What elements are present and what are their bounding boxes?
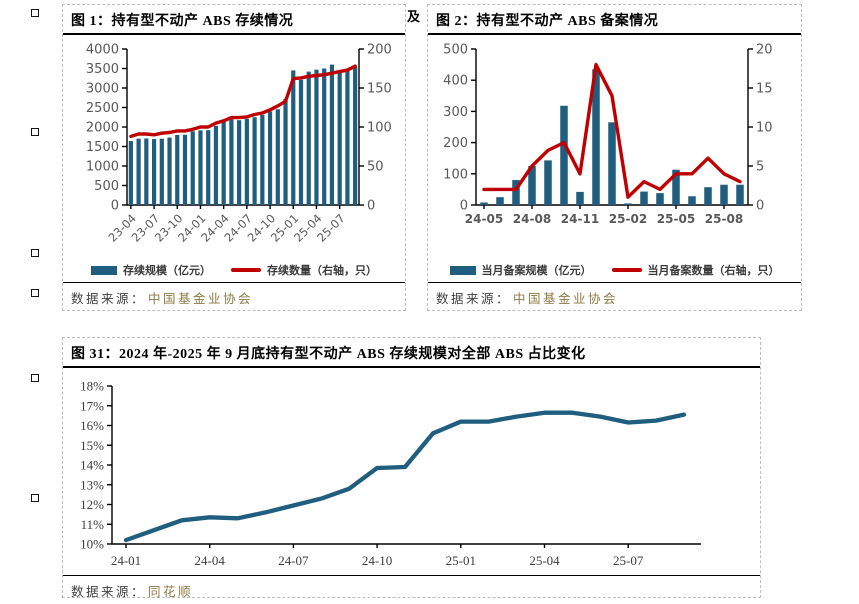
anchor-marker-icon — [31, 374, 39, 382]
svg-text:3500: 3500 — [86, 62, 119, 77]
figure-2-panel: 图 2：持有型不动产 ABS 备案情况 0 100 200 300 400 500 0 5 10… — [427, 4, 802, 311]
svg-text:15%: 15% — [80, 438, 104, 453]
svg-text:20: 20 — [756, 43, 773, 58]
svg-text:24-05: 24-05 — [465, 212, 503, 226]
svg-text:2500: 2500 — [86, 101, 119, 116]
svg-text:11%: 11% — [81, 517, 105, 532]
svg-text:0: 0 — [111, 199, 119, 214]
anchor-marker-icon — [31, 494, 39, 502]
bar-legend-label: 存续规模（亿元） — [123, 265, 211, 277]
figure-1-panel: 图 1：持有型不动产 ABS 存续情况 0 500 1000 1500 2000 2500… — [62, 4, 406, 311]
source-prefix: 数据来源： — [71, 585, 147, 599]
svg-text:200: 200 — [443, 136, 468, 151]
line-legend-swatch-icon — [611, 268, 642, 272]
source-prefix: 数据来源： — [71, 292, 147, 306]
svg-text:13%: 13% — [80, 477, 104, 492]
anchor-marker-icon — [31, 9, 39, 17]
svg-text:4000: 4000 — [86, 43, 119, 58]
svg-text:0: 0 — [367, 199, 375, 214]
figure-31-source: 数据来源： 同花顺 — [63, 575, 760, 604]
figure-2-source: 数据来源： 中国基金业协会 — [428, 282, 801, 312]
figure-1-source: 数据来源： 中国基金业协会 — [63, 282, 405, 312]
svg-text:0: 0 — [756, 199, 764, 214]
line-legend-label: 存续数量（右轴，只） — [267, 265, 377, 277]
svg-text:25-08: 25-08 — [705, 212, 743, 226]
figure-2-title: 图 2：持有型不动产 ABS 备案情况 — [428, 5, 801, 35]
svg-text:15: 15 — [756, 82, 773, 97]
bar-legend-label: 当月备案规模（亿元） — [481, 265, 592, 277]
figure-1-chart: 0 500 1000 1500 2000 2500 3000 3500 4000 0 50 100 15… — [63, 35, 405, 258]
figure-31-chart: 10% 11% 12% 13% 14% 15% 16% 17% 18% 24-01 24-04 24-… — [63, 368, 760, 575]
line-legend-label: 当月备案数量（右轴，只） — [647, 265, 780, 277]
svg-text:25-02: 25-02 — [609, 212, 647, 226]
svg-text:300: 300 — [443, 105, 468, 120]
svg-text:14%: 14% — [80, 458, 104, 473]
svg-text:0: 0 — [460, 199, 468, 214]
connector-text: 及 — [407, 9, 421, 24]
svg-text:3000: 3000 — [86, 82, 119, 97]
svg-text:17%: 17% — [80, 398, 104, 413]
svg-text:24-11: 24-11 — [561, 212, 599, 226]
source-prefix: 数据来源： — [436, 292, 512, 306]
svg-text:24-04: 24-04 — [195, 553, 226, 568]
svg-text:10%: 10% — [80, 537, 104, 552]
svg-text:50: 50 — [367, 160, 384, 175]
svg-text:24-07: 24-07 — [278, 553, 309, 568]
bar-legend-swatch-icon — [91, 265, 117, 275]
svg-text:100: 100 — [367, 121, 392, 136]
svg-text:200: 200 — [367, 43, 392, 58]
line-legend-swatch-icon — [231, 268, 261, 272]
svg-text:2000: 2000 — [86, 121, 119, 136]
svg-text:24-01: 24-01 — [111, 553, 141, 568]
svg-text:400: 400 — [443, 74, 468, 89]
source-name: 中国基金业协会 — [513, 292, 619, 306]
bar-legend-swatch-icon — [449, 265, 476, 275]
svg-text:1000: 1000 — [86, 160, 119, 175]
anchor-marker-icon — [31, 289, 39, 297]
source-name: 同花顺 — [148, 585, 194, 599]
svg-text:24-08: 24-08 — [513, 212, 551, 226]
figure-2-chart: 0 100 200 300 400 500 0 5 10 15 20 24-05 24-08 24-11 2… — [428, 35, 801, 258]
source-name: 中国基金业协会 — [148, 292, 254, 306]
anchor-marker-icon — [31, 249, 39, 257]
svg-text:500: 500 — [94, 179, 119, 194]
svg-text:25-04: 25-04 — [529, 553, 560, 568]
svg-text:25-05: 25-05 — [657, 212, 695, 226]
figure-1-legend: 存续规模（亿元） 存续数量（右轴，只） — [63, 258, 405, 282]
svg-text:5: 5 — [756, 160, 764, 175]
figure-31-title: 图 31：2024 年-2025 年 9 月底持有型不动产 ABS 存续规模对全… — [63, 338, 760, 368]
figure-1-title: 图 1：持有型不动产 ABS 存续情况 — [63, 5, 405, 35]
svg-text:24-10: 24-10 — [362, 553, 392, 568]
anchor-marker-icon — [31, 128, 39, 136]
svg-text:150: 150 — [367, 82, 392, 97]
svg-text:10: 10 — [756, 121, 773, 136]
svg-text:18%: 18% — [80, 379, 104, 394]
figure-2-legend: 当月备案规模（亿元） 当月备案数量（右轴，只） — [428, 258, 801, 282]
svg-text:25-07: 25-07 — [613, 553, 644, 568]
svg-text:16%: 16% — [80, 418, 104, 433]
svg-text:12%: 12% — [80, 497, 104, 512]
figure-31-panel: 图 31：2024 年-2025 年 9 月底持有型不动产 ABS 存续规模对全… — [62, 337, 761, 599]
svg-text:500: 500 — [443, 43, 468, 58]
svg-text:1500: 1500 — [86, 140, 119, 155]
svg-text:100: 100 — [443, 167, 468, 182]
svg-text:25-01: 25-01 — [446, 553, 476, 568]
